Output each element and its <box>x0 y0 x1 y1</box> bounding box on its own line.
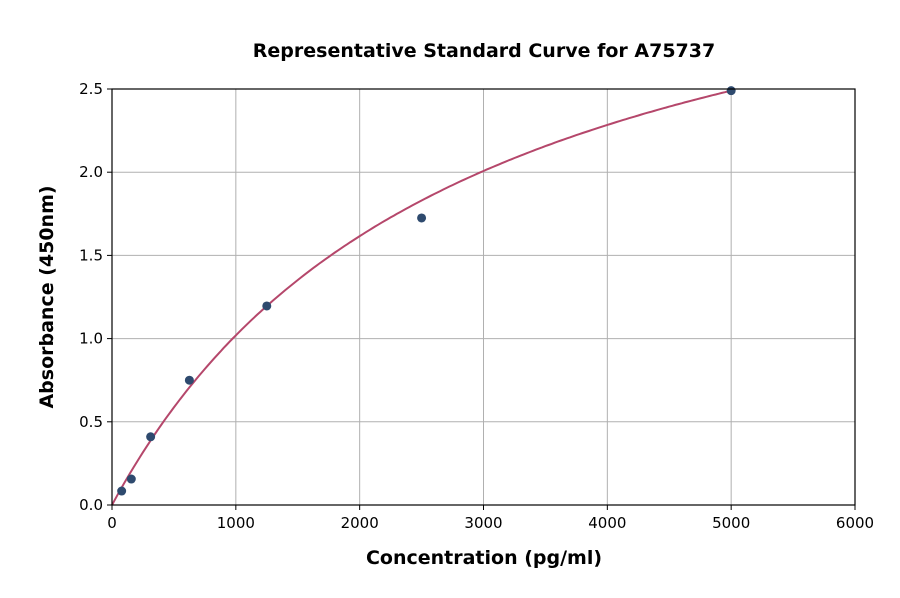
data-point <box>262 301 272 311</box>
x-axis-ticks: 0 1000 2000 3000 4000 5000 6000 <box>107 505 874 532</box>
y-tick-label: 0.5 <box>79 413 103 431</box>
data-point <box>726 86 736 96</box>
data-point <box>184 375 194 385</box>
data-point <box>126 474 136 484</box>
y-tick-label: 1.0 <box>79 330 103 348</box>
x-tick-label: 5000 <box>712 514 750 532</box>
chart-title: Representative Standard Curve for A75737 <box>253 40 715 62</box>
y-axis-label: Absorbance (450nm) <box>36 185 58 408</box>
fit-curve <box>111 89 732 506</box>
x-tick-label: 4000 <box>588 514 626 532</box>
y-tick-label: 2.0 <box>79 163 103 181</box>
data-point <box>417 213 427 223</box>
y-tick-label: 2.5 <box>79 80 103 98</box>
data-point <box>117 486 127 496</box>
x-tick-label: 1000 <box>217 514 255 532</box>
x-tick-label: 2000 <box>341 514 379 532</box>
x-tick-label: 6000 <box>836 514 874 532</box>
y-axis-ticks: 0.0 0.5 1.0 1.5 2.0 2.5 <box>79 80 112 514</box>
y-tick-label: 0.0 <box>79 496 103 514</box>
data-points <box>117 86 736 496</box>
data-point <box>146 432 156 442</box>
y-tick-label: 1.5 <box>79 246 103 264</box>
x-axis-label: Concentration (pg/ml) <box>366 547 602 569</box>
x-tick-label: 0 <box>107 514 117 532</box>
grid <box>111 88 856 506</box>
x-tick-label: 3000 <box>464 514 502 532</box>
